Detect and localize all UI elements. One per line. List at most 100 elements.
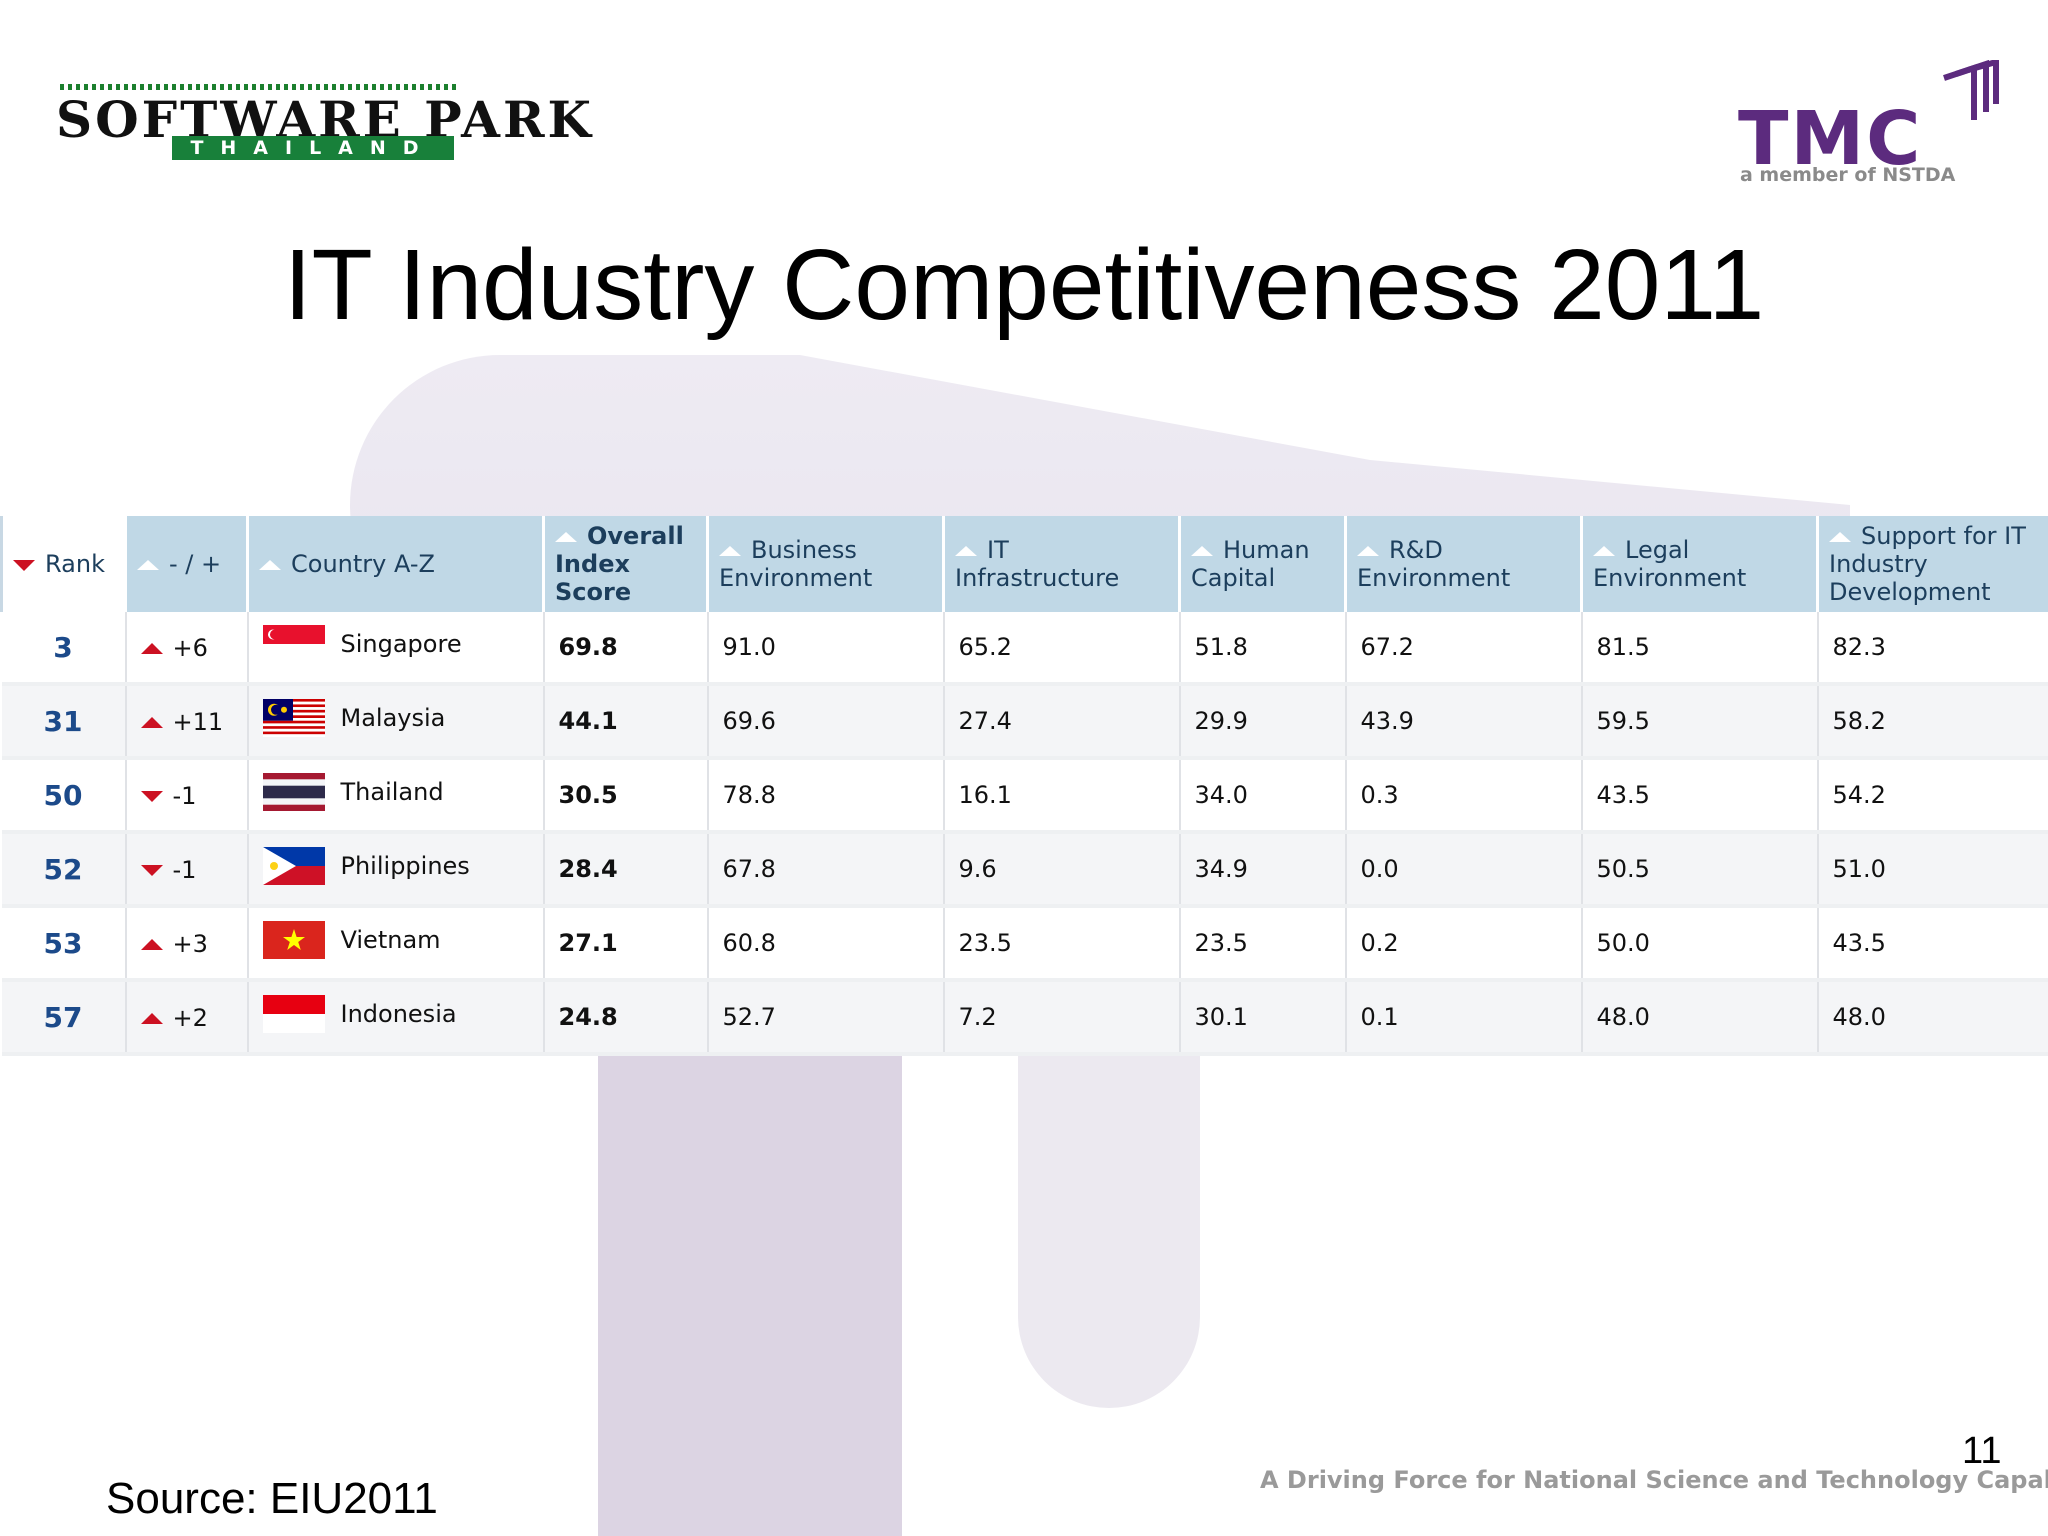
sort-up-icon xyxy=(719,546,741,556)
support-cell: 82.3 xyxy=(1817,612,2048,686)
country-cell: Indonesia xyxy=(247,980,545,1056)
human-cell: 51.8 xyxy=(1179,612,1347,686)
country-name[interactable]: Malaysia xyxy=(340,704,446,732)
business-cell: 91.0 xyxy=(707,612,945,686)
background-bar-right xyxy=(1018,1040,1200,1408)
change-cell: +2 xyxy=(125,980,249,1056)
column-label: - / + xyxy=(169,550,222,578)
rnd-cell: 0.0 xyxy=(1345,832,1583,908)
business-cell: 78.8 xyxy=(707,758,945,834)
vietnam-flag-icon xyxy=(262,921,325,959)
singapore-flag-icon xyxy=(262,625,325,663)
logo-left-band: THAILAND xyxy=(172,136,454,160)
rnd-cell: 0.1 xyxy=(1345,980,1583,1056)
column-label: Overall Index Score xyxy=(555,522,684,606)
human-cell: 34.0 xyxy=(1179,758,1347,834)
support-cell: 51.0 xyxy=(1817,832,2048,908)
table-row: 57 +2 Indonesia 24.8 52.7 7.2 30.1 0.1 48.0 48.0 xyxy=(1,980,2048,1056)
malaysia-flag-icon xyxy=(262,699,325,737)
column-label: Human Capital xyxy=(1191,536,1310,592)
column-label: Support for IT Industry Development xyxy=(1829,522,2026,606)
column-header-business[interactable]: Business Environment xyxy=(707,516,945,612)
legal-cell: 43.5 xyxy=(1581,758,1819,834)
table-row: 53 +3 Vietnam 27.1 60.8 23.5 23.5 0.2 50.0 43.5 xyxy=(1,906,2048,982)
column-label: Legal Environment xyxy=(1593,536,1747,592)
change-value: -1 xyxy=(172,782,197,811)
business-cell: 52.7 xyxy=(707,980,945,1056)
change-cell: +3 xyxy=(125,906,249,982)
overall-cell: 69.8 xyxy=(543,612,709,686)
country-cell: Singapore xyxy=(247,612,545,686)
support-cell: 43.5 xyxy=(1817,906,2048,982)
legal-cell: 50.0 xyxy=(1581,906,1819,982)
arrow-up-icon xyxy=(140,716,163,728)
sort-up-icon xyxy=(137,560,159,570)
page-number: 11 xyxy=(1962,1430,2002,1472)
tmc-stripes-icon xyxy=(1943,60,1999,120)
country-name[interactable]: Philippines xyxy=(340,852,470,880)
column-header-support[interactable]: Support for IT Industry Development xyxy=(1817,516,2048,612)
support-cell: 58.2 xyxy=(1817,684,2048,760)
country-cell: Thailand xyxy=(247,758,545,834)
sort-up-icon xyxy=(1829,532,1851,542)
sort-up-icon xyxy=(1357,546,1379,556)
human-cell: 29.9 xyxy=(1179,684,1347,760)
philippines-flag-icon xyxy=(262,847,325,885)
rnd-cell: 0.2 xyxy=(1345,906,1583,982)
competitiveness-table: Rank - / + Country A-Z Overall Index Sco… xyxy=(0,516,2048,1056)
logo-dotted-line xyxy=(60,84,460,90)
column-header-it-infrastructure[interactable]: IT Infrastructure xyxy=(943,516,1181,612)
source-note: Source: EIU2011 xyxy=(106,1474,438,1523)
indonesia-flag-icon xyxy=(262,995,325,1033)
change-cell: +11 xyxy=(125,684,249,760)
it-infra-cell: 23.5 xyxy=(943,906,1181,982)
column-header-rnd[interactable]: R&D Environment xyxy=(1345,516,1583,612)
country-name[interactable]: Vietnam xyxy=(340,926,441,954)
it-infra-cell: 7.2 xyxy=(943,980,1181,1056)
rnd-cell: 43.9 xyxy=(1345,684,1583,760)
sort-up-icon xyxy=(1593,546,1615,556)
country-name[interactable]: Indonesia xyxy=(340,1000,457,1028)
column-header-human-capital[interactable]: Human Capital xyxy=(1179,516,1347,612)
column-header-country[interactable]: Country A-Z xyxy=(247,516,545,612)
logo-right-sub: a member of NSTDA xyxy=(1740,164,1956,186)
sort-up-icon xyxy=(259,560,281,570)
human-cell: 23.5 xyxy=(1179,906,1347,982)
column-label: Country A-Z xyxy=(291,550,435,578)
change-value: +2 xyxy=(172,1004,208,1033)
table-row: 50 -1 Thailand 30.5 78.8 16.1 34.0 0.3 43.5 54.2 xyxy=(1,758,2048,834)
arrow-down-icon xyxy=(140,790,163,802)
rank-cell: 31 xyxy=(1,684,127,760)
change-value: +3 xyxy=(172,930,208,959)
column-label: IT Infrastructure xyxy=(955,536,1120,592)
background-bar-left xyxy=(598,1040,902,1536)
it-infra-cell: 27.4 xyxy=(943,684,1181,760)
overall-cell: 27.1 xyxy=(543,906,709,982)
change-value: +11 xyxy=(172,708,224,737)
rnd-cell: 67.2 xyxy=(1345,612,1583,686)
overall-cell: 30.5 xyxy=(543,758,709,834)
change-value: +6 xyxy=(172,634,208,663)
legal-cell: 81.5 xyxy=(1581,612,1819,686)
country-name[interactable]: Thailand xyxy=(340,778,444,806)
change-cell: -1 xyxy=(125,758,249,834)
thailand-flag-icon xyxy=(262,773,325,811)
country-name[interactable]: Singapore xyxy=(340,630,462,658)
rank-cell: 52 xyxy=(1,832,127,908)
country-cell: Philippines xyxy=(247,832,545,908)
column-header-overall[interactable]: Overall Index Score xyxy=(543,516,709,612)
slide-title: IT Industry Competitiveness 2011 xyxy=(283,229,1765,341)
arrow-up-icon xyxy=(140,938,163,950)
arrow-down-icon xyxy=(140,864,163,876)
column-header-change[interactable]: - / + xyxy=(125,516,249,612)
footer-tagline: A Driving Force for National Science and… xyxy=(1260,1466,2048,1494)
rank-cell: 53 xyxy=(1,906,127,982)
column-label: Business Environment xyxy=(719,536,873,592)
column-header-rank[interactable]: Rank xyxy=(0,516,127,612)
table-header-row: Rank - / + Country A-Z Overall Index Sco… xyxy=(0,516,2048,612)
country-cell: Malaysia xyxy=(247,684,545,760)
column-label: R&D Environment xyxy=(1357,536,1511,592)
legal-cell: 50.5 xyxy=(1581,832,1819,908)
table-row: 31 +11 Malaysia 44.1 69.6 27.4 29.9 43.9 59.5 58.… xyxy=(1,684,2048,760)
column-header-legal[interactable]: Legal Environment xyxy=(1581,516,1819,612)
